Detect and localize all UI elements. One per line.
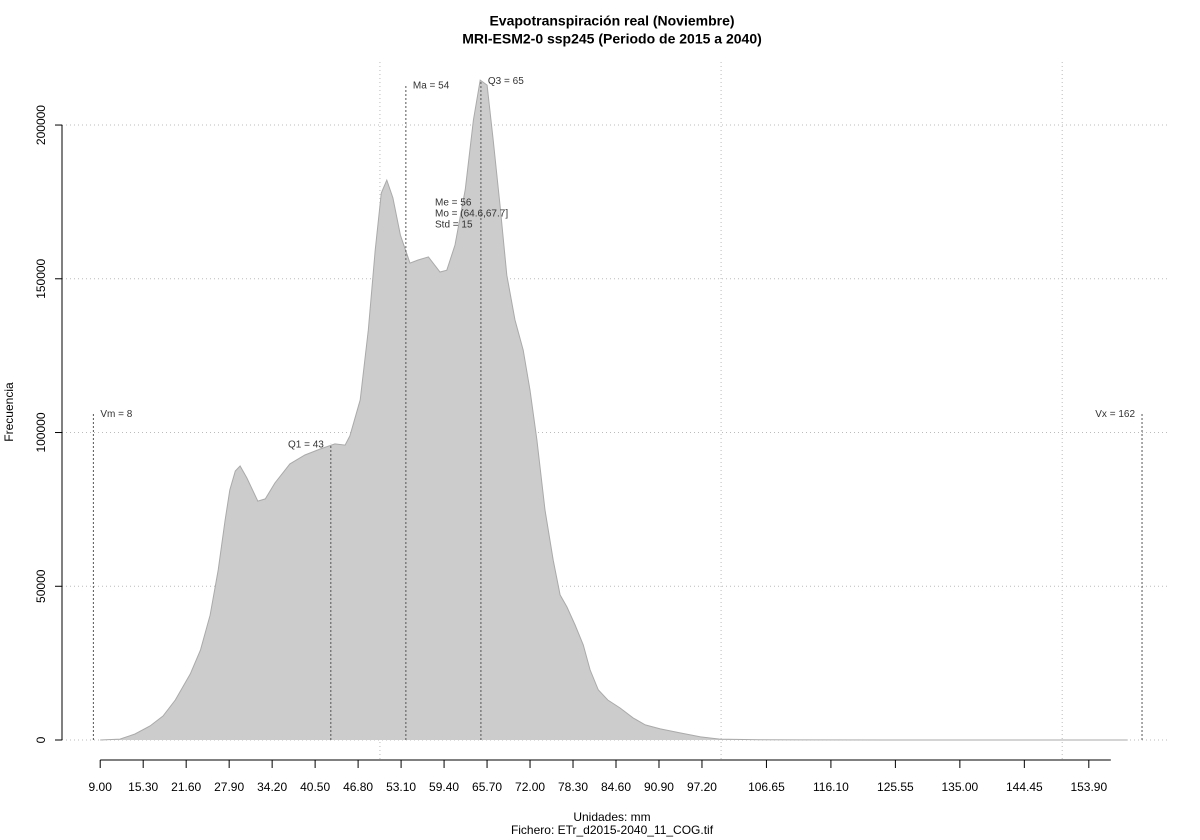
x-tick-label: 106.65 bbox=[748, 780, 785, 794]
y-tick-label: 0 bbox=[34, 736, 48, 743]
x-tick-label: 65.70 bbox=[472, 780, 502, 794]
x-tick-label: 34.20 bbox=[257, 780, 287, 794]
x-tick-label: 135.00 bbox=[942, 780, 979, 794]
marker-label: Vm = 8 bbox=[100, 409, 132, 420]
x-tick-label: 53.10 bbox=[386, 780, 416, 794]
x-tick-label: 78.30 bbox=[558, 780, 588, 794]
stat-label: Mo = (64.6,67.7] bbox=[435, 209, 508, 220]
chart-title: Evapotranspiración real (Noviembre) bbox=[489, 13, 734, 29]
x-tick-label: 59.40 bbox=[429, 780, 459, 794]
y-tick-label: 50000 bbox=[34, 569, 48, 603]
x-tick-label: 21.60 bbox=[171, 780, 201, 794]
stat-label: Std = 15 bbox=[435, 220, 473, 231]
stat-label: Me = 56 bbox=[435, 198, 472, 209]
x-tick-label: 116.10 bbox=[813, 780, 849, 794]
marker-label: Ma = 54 bbox=[413, 81, 450, 92]
marker-label: Q3 = 65 bbox=[488, 76, 524, 87]
x-tick-label: 125.55 bbox=[877, 780, 914, 794]
x-tick-label: 46.80 bbox=[343, 780, 373, 794]
area-line bbox=[100, 79, 1128, 741]
y-tick-label: 100000 bbox=[34, 412, 48, 452]
x-axis-label: Unidades: mm bbox=[573, 810, 650, 824]
x-tick-label: 97.20 bbox=[687, 780, 717, 794]
x-tick-label: 9.00 bbox=[89, 780, 113, 794]
x-tick-label: 72.00 bbox=[515, 780, 545, 794]
x-tick-label: 153.90 bbox=[1070, 780, 1107, 794]
marker-label: Q1 = 43 bbox=[288, 440, 324, 451]
y-tick-label: 200000 bbox=[34, 105, 48, 145]
x-tick-label: 40.50 bbox=[300, 780, 330, 794]
y-axis-label: Frecuencia bbox=[2, 382, 16, 442]
x-tick-label: 90.90 bbox=[644, 780, 674, 794]
caption: Fichero: ETr_d2015-2040_11_COG.tif bbox=[511, 823, 714, 837]
marker-label: Vx = 162 bbox=[1095, 409, 1135, 420]
x-tick-label: 84.60 bbox=[601, 780, 631, 794]
area-fill bbox=[100, 80, 1128, 741]
chart-subtitle: MRI-ESM2-0 ssp245 (Periodo de 2015 a 204… bbox=[462, 31, 762, 47]
x-tick-label: 27.90 bbox=[214, 780, 244, 794]
y-tick-label: 150000 bbox=[34, 258, 48, 298]
x-tick-label: 15.30 bbox=[128, 780, 158, 794]
x-tick-label: 144.45 bbox=[1006, 780, 1043, 794]
